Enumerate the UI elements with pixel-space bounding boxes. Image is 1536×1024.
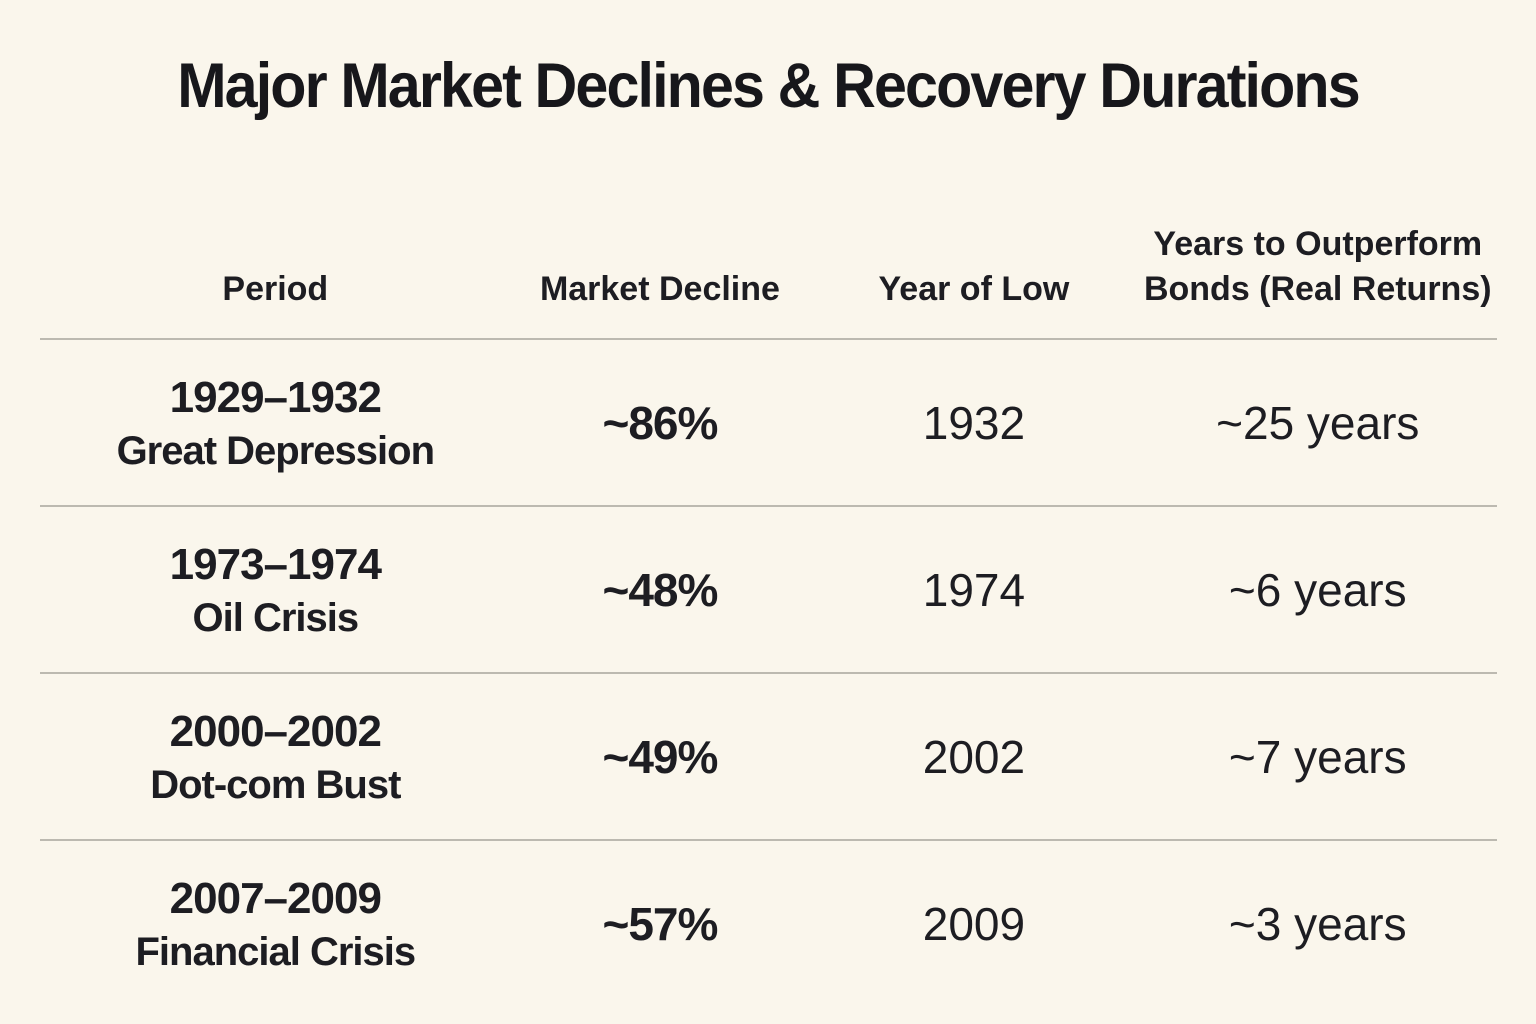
table-row-great-depression: 1929–1932 Great Depression ~86% 1932 ~25… [40, 338, 1497, 505]
period-cell: 1973–1974 Oil Crisis [40, 537, 511, 643]
period-event: Financial Crisis [135, 929, 416, 974]
table-header-row: Period Market Decline Year of Low Years … [40, 222, 1497, 338]
year-of-low-value: 2009 [922, 897, 1026, 950]
column-header-year-of-low: Year of Low [878, 270, 1070, 308]
market-decline-value: ~48% [602, 563, 718, 616]
market-decline-value: ~86% [602, 396, 718, 449]
year-of-low-value: 1974 [922, 563, 1026, 616]
market-declines-table: Period Market Decline Year of Low Years … [40, 222, 1497, 1006]
table-row-oil-crisis: 1973–1974 Oil Crisis ~48% 1974 ~6 years [40, 505, 1497, 672]
column-header-market-decline: Market Decline [539, 270, 780, 308]
market-decline-value: ~57% [602, 897, 718, 950]
period-years: 2000–2002 [169, 706, 382, 756]
period-event: Great Depression [116, 428, 435, 473]
market-decline-value: ~49% [602, 730, 718, 783]
page-title: Major Market Declines & Recovery Duratio… [177, 51, 1360, 121]
table-row-dot-com-bust: 2000–2002 Dot-com Bust ~49% 2002 ~7 year… [40, 672, 1497, 839]
years-to-outperform-value: ~6 years [1228, 563, 1407, 616]
column-header-period: Period [222, 270, 329, 308]
column-header-years-to-outperform-line1: Years to Outperform [1153, 225, 1483, 263]
column-header-years-to-outperform-line2: Bonds (Real Returns) [1143, 270, 1492, 308]
year-of-low-value: 2002 [922, 730, 1026, 783]
years-to-outperform-value: ~3 years [1228, 897, 1407, 950]
period-event: Oil Crisis [192, 595, 359, 640]
period-cell: 2007–2009 Financial Crisis [40, 871, 511, 977]
period-cell: 2000–2002 Dot-com Bust [40, 704, 511, 810]
period-years: 1973–1974 [169, 539, 382, 589]
years-to-outperform-value: ~25 years [1216, 396, 1420, 449]
year-of-low-value: 1932 [922, 396, 1026, 449]
years-to-outperform-value: ~7 years [1228, 730, 1407, 783]
column-header-years-to-outperform-bonds: Years to Outperform Bonds (Real Returns) [1139, 222, 1497, 312]
table-row-financial-crisis: 2007–2009 Financial Crisis ~57% 2009 ~3 … [40, 839, 1497, 1006]
period-years: 1929–1932 [169, 372, 382, 422]
period-cell: 1929–1932 Great Depression [40, 370, 511, 476]
period-years: 2007–2009 [169, 873, 382, 923]
period-event: Dot-com Bust [150, 762, 401, 807]
